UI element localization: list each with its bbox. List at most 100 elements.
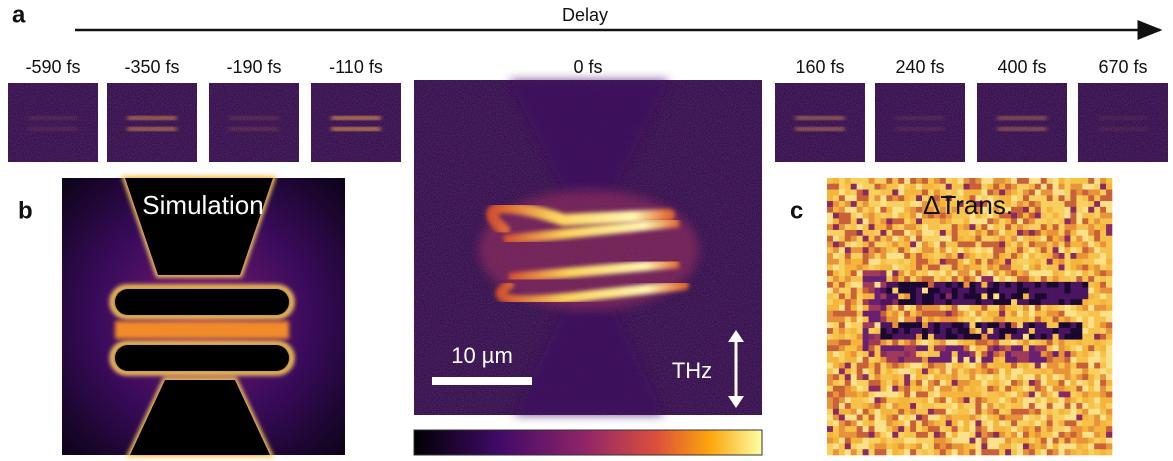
pixel [927, 437, 935, 444]
pixel [981, 333, 988, 340]
pixel [993, 408, 1000, 415]
pixel [1028, 374, 1036, 381]
pixel [850, 189, 857, 196]
pixel [939, 247, 947, 254]
pixel [1011, 235, 1018, 242]
pixel [987, 195, 994, 202]
pixel [892, 189, 899, 196]
pixel [1017, 281, 1024, 288]
pixel [850, 426, 857, 433]
pixel [892, 281, 899, 288]
pixel [1022, 322, 1030, 329]
pixel [981, 178, 988, 185]
pixel [933, 235, 941, 242]
pixel [1094, 449, 1101, 456]
pixel [827, 247, 834, 254]
pixel [904, 356, 911, 363]
pixel [1076, 362, 1083, 369]
pixel [1070, 431, 1077, 438]
pixel [1064, 264, 1071, 271]
pixel [1076, 218, 1083, 225]
pixel [1076, 437, 1083, 444]
pixel [827, 276, 834, 283]
pixel [868, 293, 875, 300]
pixel [1106, 189, 1113, 196]
pixel [850, 299, 857, 306]
pixel [975, 299, 982, 306]
pixel [1100, 189, 1107, 196]
pixel [999, 299, 1006, 306]
pixel [963, 253, 970, 260]
pixel [933, 316, 941, 323]
pixel [874, 195, 881, 202]
pixel [927, 201, 935, 208]
pixel [933, 368, 941, 375]
pixel [886, 229, 893, 237]
pixel [1082, 426, 1089, 433]
pixel [856, 178, 863, 185]
pixel [945, 183, 952, 190]
pixel [975, 224, 982, 231]
pixel [1011, 420, 1018, 427]
pixel [850, 437, 857, 444]
pixel [1064, 270, 1071, 277]
pixel [910, 224, 917, 231]
pixel [832, 403, 840, 410]
pixel [1094, 328, 1101, 335]
pixel [880, 241, 887, 248]
pixel [951, 287, 958, 294]
pixel [1088, 426, 1095, 433]
pixel [892, 316, 899, 323]
pixel [975, 178, 982, 185]
pixel [939, 397, 947, 404]
pixel [1082, 299, 1089, 306]
pixel [1082, 379, 1089, 387]
pixel [827, 351, 834, 358]
pixel [975, 206, 982, 213]
pixel [844, 403, 852, 410]
pixel [898, 374, 905, 381]
pixel [981, 310, 988, 317]
pixel [880, 449, 887, 456]
panel-title: Simulation [142, 190, 263, 220]
pixel [886, 224, 893, 231]
pixel [1100, 328, 1107, 335]
pixel [898, 212, 905, 219]
pixel [951, 316, 958, 323]
pixel [933, 333, 941, 340]
pixel [939, 270, 947, 277]
pixel [874, 276, 881, 283]
pixel [880, 178, 887, 185]
pixel [1094, 293, 1101, 300]
pixel [1040, 229, 1047, 237]
pixel [856, 403, 863, 410]
pixel [1070, 281, 1077, 288]
pixel [862, 414, 869, 421]
pixel [1064, 281, 1071, 288]
pixel [1070, 420, 1077, 427]
pixel [886, 195, 893, 202]
pixel [1058, 379, 1065, 387]
pixel [868, 299, 875, 306]
pixel [1017, 420, 1024, 427]
pixel [1064, 437, 1071, 444]
pixel [1028, 235, 1036, 242]
pixel [892, 420, 899, 427]
pixel [1076, 206, 1083, 213]
pixel [844, 322, 852, 329]
pixel [904, 189, 911, 196]
pixel [1034, 235, 1042, 242]
pixel [827, 304, 834, 312]
pixel [910, 299, 917, 306]
pixel [939, 241, 947, 248]
pixel [969, 316, 976, 323]
pixel [1005, 218, 1012, 225]
pixel [1011, 310, 1018, 317]
pixel [838, 264, 846, 271]
pixel [1088, 281, 1095, 288]
pixel [862, 189, 869, 196]
pixel [1070, 183, 1077, 190]
pixel [999, 281, 1006, 288]
pixel [1028, 189, 1036, 196]
pixel [832, 414, 840, 421]
